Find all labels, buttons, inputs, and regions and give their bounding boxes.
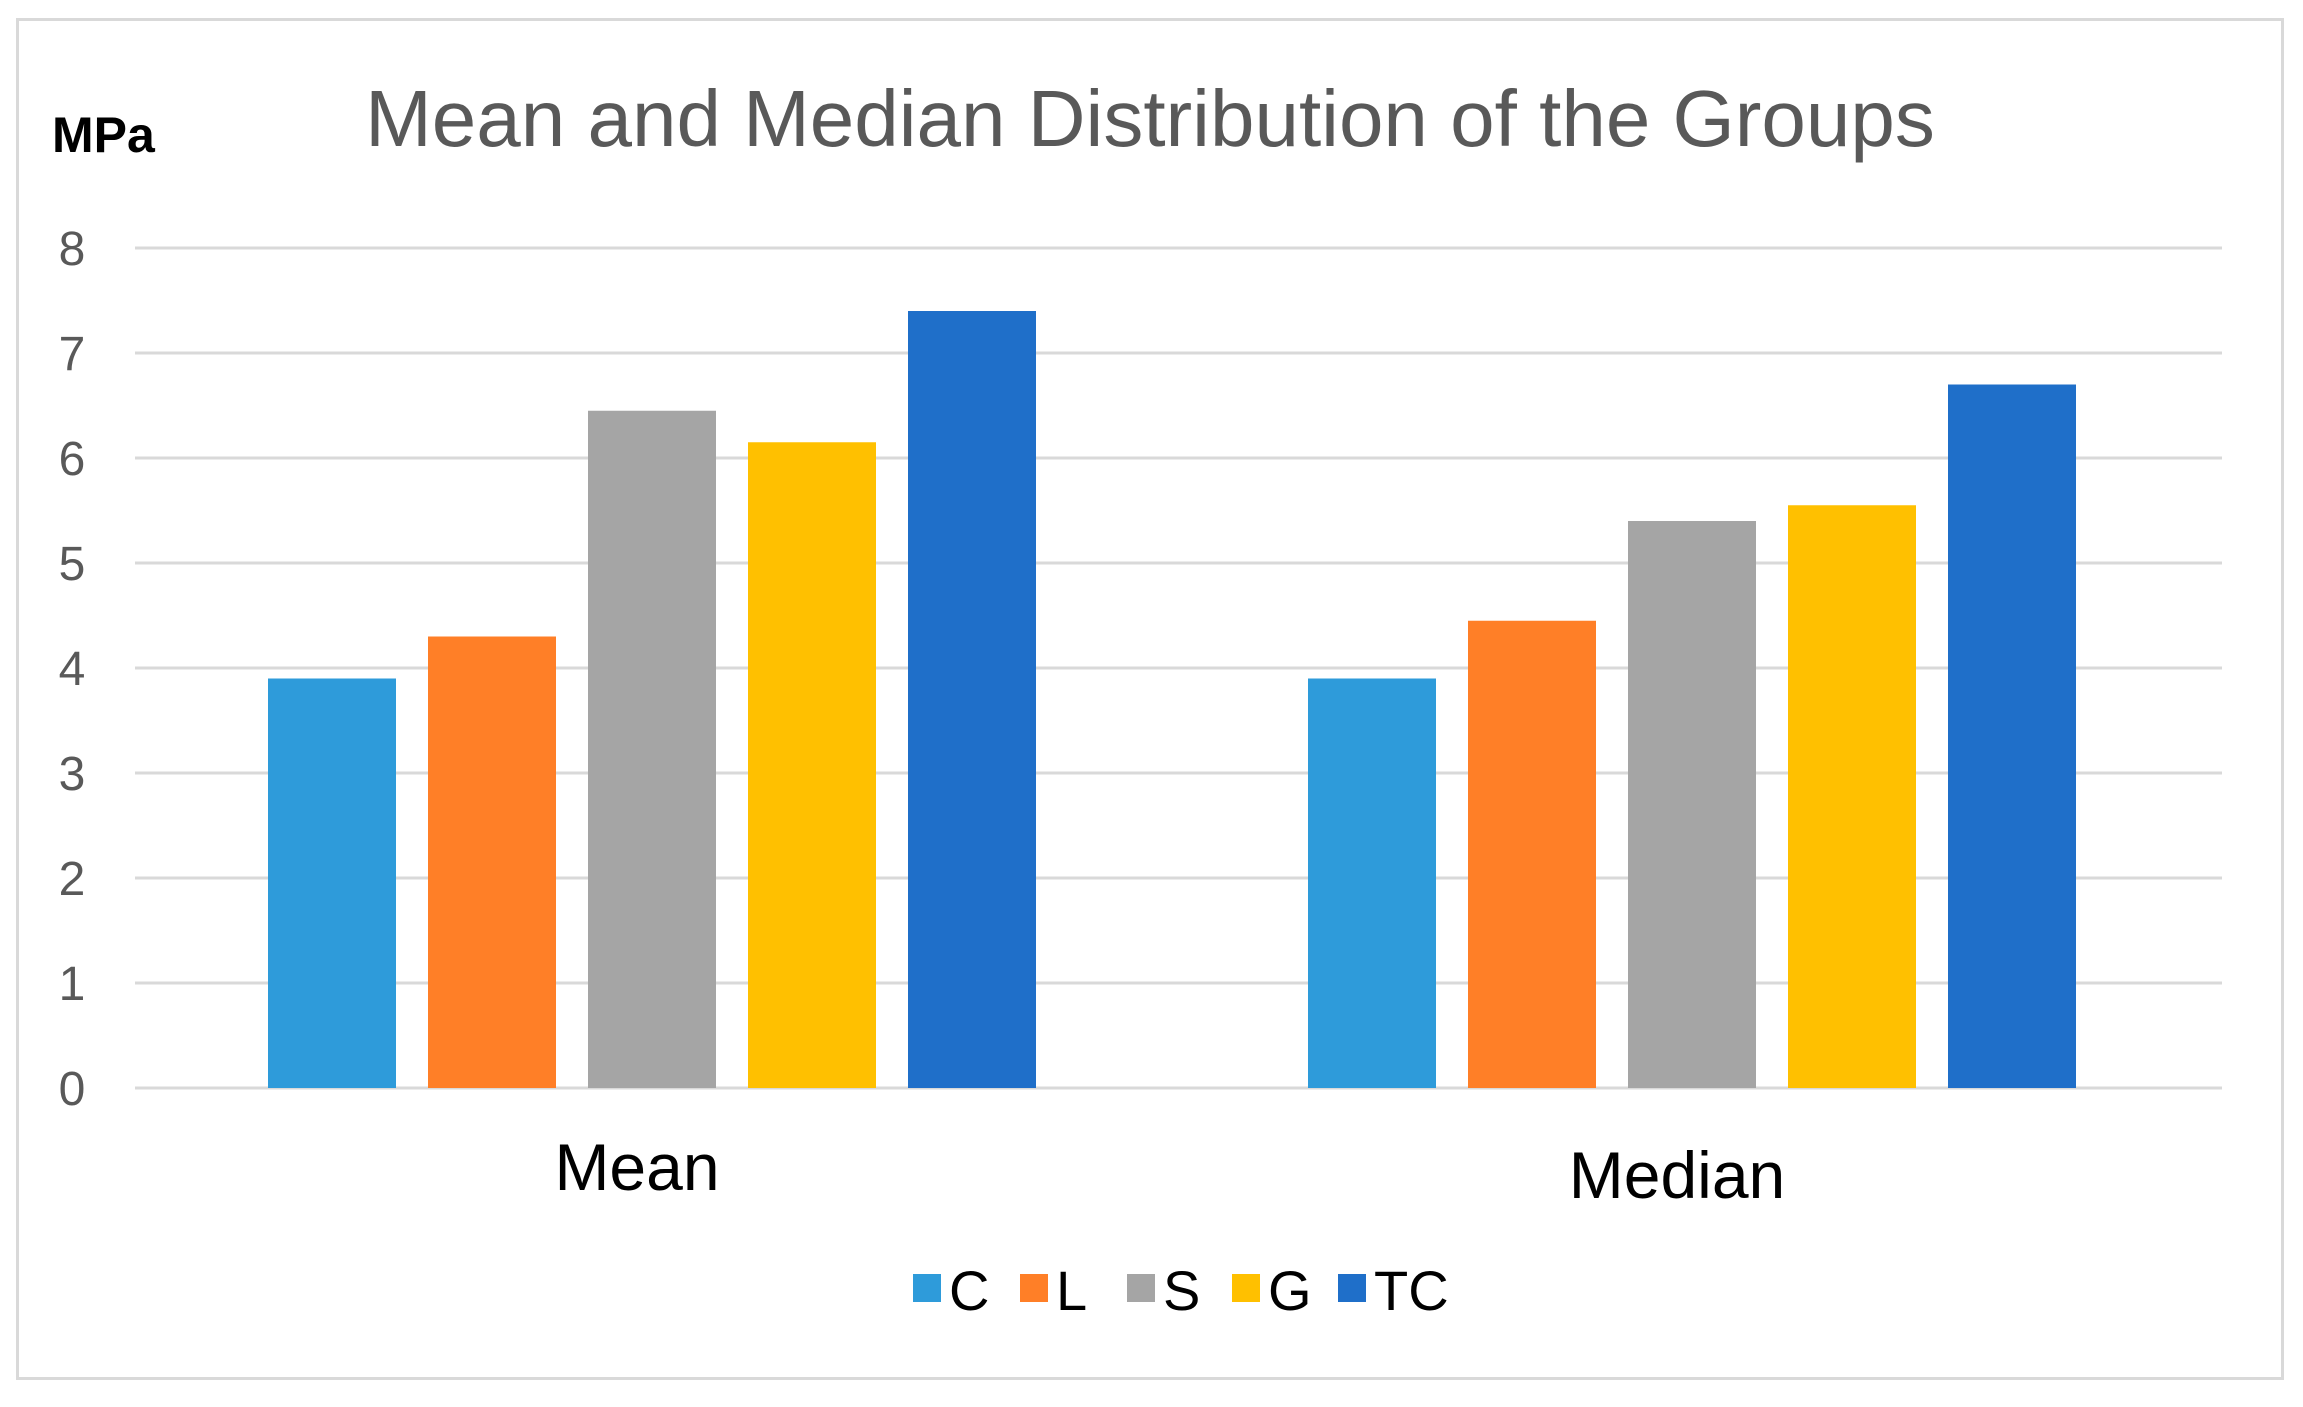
- bar-mean-g: [748, 442, 876, 1088]
- y-axis-unit-label: MPa: [52, 107, 156, 163]
- bar-mean-l: [428, 636, 556, 1088]
- bar-mean-s: [588, 410, 716, 1088]
- legend-swatch-g: [1232, 1274, 1260, 1302]
- y-tick-label: 5: [59, 538, 86, 591]
- chart-title: Mean and Median Distribution of the Grou…: [365, 74, 1935, 163]
- bar-median-s: [1628, 521, 1756, 1088]
- bar-median-l: [1468, 620, 1596, 1088]
- y-tick-label: 1: [59, 958, 86, 1011]
- legend-label-c: C: [949, 1259, 989, 1322]
- y-tick-label: 4: [59, 643, 86, 696]
- legend-swatch-tc: [1338, 1274, 1366, 1302]
- legend-label-l: L: [1056, 1259, 1087, 1322]
- y-tick-label: 2: [59, 853, 86, 906]
- bar-mean-tc: [908, 311, 1036, 1088]
- bar-median-tc: [1948, 384, 2076, 1088]
- y-tick-label: 8: [59, 223, 86, 276]
- bars: [268, 311, 2076, 1088]
- legend-swatch-s: [1127, 1274, 1155, 1302]
- legend-label-s: S: [1163, 1259, 1200, 1322]
- legend: C L S G TC: [913, 1259, 1449, 1322]
- legend-swatch-c: [913, 1274, 941, 1302]
- bar-median-c: [1308, 678, 1436, 1088]
- y-axis-ticks: 0 1 2 3 4 5 6 7 8: [59, 223, 86, 1116]
- x-axis-categories: Mean Median: [554, 1130, 1785, 1212]
- legend-label-g: G: [1268, 1259, 1312, 1322]
- bar-mean-c: [268, 678, 396, 1088]
- y-tick-label: 6: [59, 433, 86, 486]
- bar-median-g: [1788, 505, 1916, 1088]
- category-label-mean: Mean: [554, 1130, 719, 1204]
- y-tick-label: 3: [59, 748, 86, 801]
- y-tick-label: 7: [59, 328, 86, 381]
- legend-label-tc: TC: [1374, 1259, 1449, 1322]
- y-tick-label: 0: [59, 1063, 86, 1116]
- legend-swatch-l: [1020, 1274, 1048, 1302]
- category-label-median: Median: [1569, 1138, 1785, 1212]
